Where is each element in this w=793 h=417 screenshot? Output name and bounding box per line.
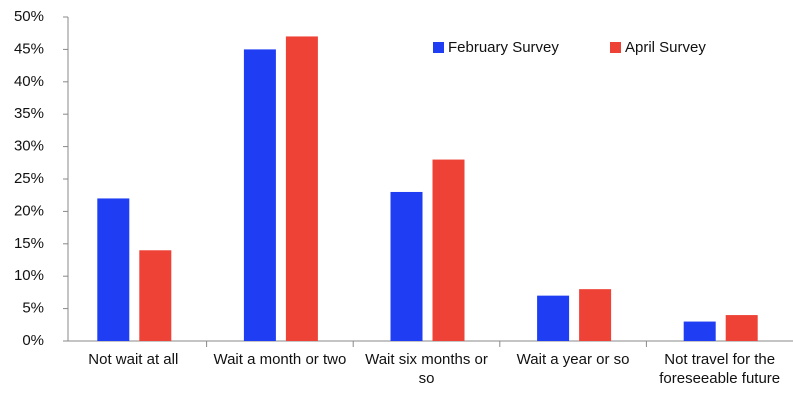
bar	[432, 159, 465, 341]
y-tick-label: 15%	[14, 235, 44, 252]
y-tick-label: 0%	[22, 332, 44, 349]
x-tick-label: Wait a month or two	[213, 351, 347, 368]
y-tick-label: 35%	[14, 105, 44, 122]
legend-swatch	[610, 42, 621, 53]
bar	[579, 289, 612, 341]
bar	[243, 49, 276, 342]
y-tick-label: 40%	[14, 73, 44, 90]
x-tick-label: Not travel for the foreseeable future	[659, 351, 781, 387]
bar	[390, 191, 423, 341]
legend-label: February Survey	[448, 39, 559, 56]
y-tick-label: 20%	[14, 202, 44, 219]
y-tick-label: 5%	[22, 300, 44, 317]
bar	[537, 295, 570, 341]
legend-swatch	[433, 42, 444, 53]
x-tick-label: Not wait at all	[88, 351, 179, 368]
legend-label: April Survey	[625, 39, 706, 56]
bar	[139, 250, 172, 341]
bar	[97, 198, 130, 341]
y-tick-label: 30%	[14, 138, 44, 155]
y-tick-label: 25%	[14, 170, 44, 187]
bar	[725, 315, 758, 341]
bar	[285, 36, 318, 341]
x-tick-label: Wait a year or so	[516, 351, 630, 368]
y-tick-label: 45%	[14, 40, 44, 57]
y-tick-label: 10%	[14, 267, 44, 284]
y-tick-label: 50%	[14, 8, 44, 25]
x-tick-label: Wait six months or so	[365, 351, 488, 387]
bar	[683, 321, 716, 341]
